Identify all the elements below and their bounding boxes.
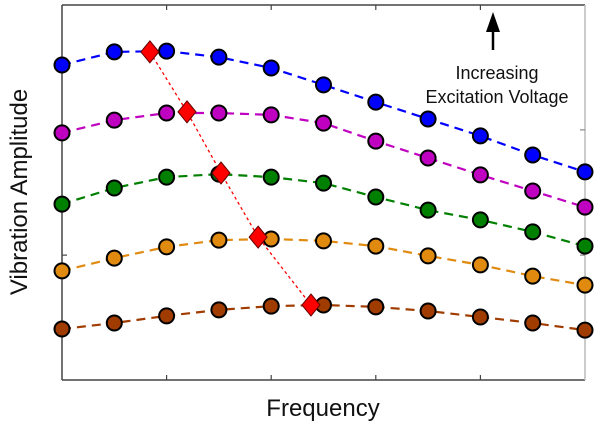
data-point-series-4 — [210, 231, 228, 249]
data-point-series-3 — [471, 211, 489, 229]
series-points — [53, 42, 594, 339]
data-point-series-3 — [367, 188, 385, 206]
data-point-series-4 — [419, 247, 437, 265]
data-point-series-1 — [419, 110, 437, 128]
data-point-series-3 — [524, 223, 542, 241]
data-point-series-5 — [210, 301, 228, 319]
annotation: Increasing Excitation Voltage — [425, 12, 569, 107]
data-point-series-3 — [576, 237, 594, 255]
data-point-series-4 — [158, 238, 176, 256]
data-point-series-4 — [524, 267, 542, 285]
annotation-line-1: Increasing — [455, 63, 538, 83]
data-point-series-1 — [210, 48, 228, 66]
data-point-series-2 — [158, 104, 176, 122]
data-point-series-5 — [53, 320, 71, 338]
peak-markers — [140, 40, 321, 317]
data-point-series-5 — [471, 308, 489, 326]
data-point-series-5 — [576, 321, 594, 339]
peak-diamond-marker — [177, 100, 197, 124]
data-point-series-3 — [53, 195, 71, 213]
data-point-series-3 — [419, 201, 437, 219]
peak-diamond-marker — [301, 293, 321, 317]
data-point-series-1 — [105, 43, 123, 61]
data-point-series-2 — [576, 198, 594, 216]
axes — [61, 4, 586, 381]
data-point-series-4 — [471, 256, 489, 274]
data-point-series-1 — [576, 163, 594, 181]
data-point-series-4 — [105, 249, 123, 267]
data-point-series-2 — [262, 106, 280, 124]
data-point-series-5 — [158, 307, 176, 325]
data-point-series-2 — [105, 111, 123, 129]
data-point-series-2 — [367, 132, 385, 150]
data-point-series-4 — [315, 232, 332, 250]
up-arrow-icon — [486, 12, 500, 32]
annotation-line-2: Excitation Voltage — [425, 87, 568, 107]
data-point-series-5 — [367, 298, 385, 316]
peak-diamond-marker — [211, 161, 231, 185]
data-point-series-4 — [367, 237, 385, 255]
data-point-series-2 — [419, 149, 437, 167]
data-point-series-2 — [315, 114, 332, 132]
data-point-series-1 — [158, 42, 176, 60]
data-point-series-3 — [262, 168, 280, 186]
data-point-series-5 — [105, 314, 123, 332]
series-line-1 — [61, 50, 586, 173]
peak-diamond-marker — [140, 40, 160, 64]
peak-diamond-marker — [248, 225, 268, 249]
data-point-series-3 — [158, 168, 176, 186]
data-point-series-1 — [471, 127, 489, 145]
x-axis-label: Frequency — [266, 395, 379, 422]
ticks — [62, 5, 585, 380]
data-point-series-5 — [419, 302, 437, 320]
series-line-3 — [61, 173, 586, 248]
data-point-series-5 — [524, 314, 542, 332]
data-point-series-1 — [262, 59, 280, 77]
data-point-series-2 — [53, 124, 71, 142]
series-line-4 — [61, 237, 586, 287]
data-point-series-1 — [367, 93, 385, 111]
data-point-series-1 — [53, 56, 71, 74]
data-point-series-4 — [53, 262, 71, 280]
data-point-series-3 — [105, 179, 123, 197]
data-point-series-4 — [576, 276, 594, 294]
data-point-series-2 — [524, 182, 542, 200]
data-point-series-1 — [315, 76, 332, 94]
y-axis-label: Vibration Amplitude — [6, 89, 33, 295]
data-point-series-2 — [471, 166, 489, 184]
data-point-series-3 — [315, 174, 332, 192]
data-point-series-5 — [262, 297, 280, 315]
data-point-series-1 — [524, 146, 542, 164]
data-point-series-2 — [210, 104, 228, 122]
